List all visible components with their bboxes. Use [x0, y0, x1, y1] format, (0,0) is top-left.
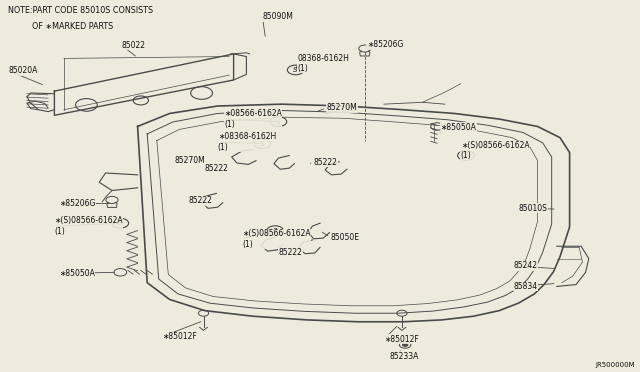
Text: 85222: 85222 — [278, 248, 302, 257]
Text: 85834: 85834 — [513, 282, 538, 291]
Text: S: S — [276, 119, 281, 125]
Circle shape — [403, 343, 408, 346]
Text: ∗85012F: ∗85012F — [384, 335, 419, 344]
Text: 85090M: 85090M — [262, 12, 293, 21]
Text: NOTE:PART CODE 85010S CONSISTS: NOTE:PART CODE 85010S CONSISTS — [8, 6, 153, 15]
Text: ∗(S)08566-6162A
(1): ∗(S)08566-6162A (1) — [461, 141, 529, 160]
Text: S: S — [260, 141, 265, 147]
Text: 85222: 85222 — [189, 196, 212, 205]
Text: ∗08368-6162H
(1): ∗08368-6162H (1) — [218, 132, 276, 152]
Text: OF ∗MARKED PARTS: OF ∗MARKED PARTS — [22, 22, 114, 31]
Text: ∗85012F: ∗85012F — [162, 332, 196, 341]
Text: 85222: 85222 — [205, 164, 228, 173]
Text: ∗(S)08566-6162A
(1): ∗(S)08566-6162A (1) — [242, 229, 310, 248]
Text: S: S — [118, 220, 123, 226]
Text: 85050E: 85050E — [330, 233, 359, 242]
Text: ∗85206G: ∗85206G — [367, 40, 403, 49]
Text: 85222: 85222 — [314, 158, 337, 167]
Text: 08368-6162H
(1): 08368-6162H (1) — [298, 54, 349, 73]
Text: 85010S: 85010S — [518, 204, 547, 213]
Text: JR500000M: JR500000M — [595, 362, 635, 368]
Text: ∗85206G: ∗85206G — [59, 199, 95, 208]
Text: 85233A: 85233A — [389, 352, 419, 361]
Text: S: S — [463, 153, 468, 158]
Text: ∗08566-6162A
(1): ∗08566-6162A (1) — [224, 109, 282, 129]
Text: ∗85050A: ∗85050A — [440, 123, 476, 132]
Text: 85270M: 85270M — [326, 103, 357, 112]
Text: 85022: 85022 — [122, 41, 146, 50]
Text: ∗(S)08566-6162A
(1): ∗(S)08566-6162A (1) — [54, 217, 123, 236]
Text: S: S — [293, 67, 298, 73]
Text: 85242: 85242 — [513, 262, 538, 270]
Text: 85270M: 85270M — [175, 156, 205, 165]
Text: ∗85050A: ∗85050A — [59, 269, 95, 278]
Text: 85020A: 85020A — [8, 66, 38, 75]
Text: S: S — [273, 228, 278, 234]
